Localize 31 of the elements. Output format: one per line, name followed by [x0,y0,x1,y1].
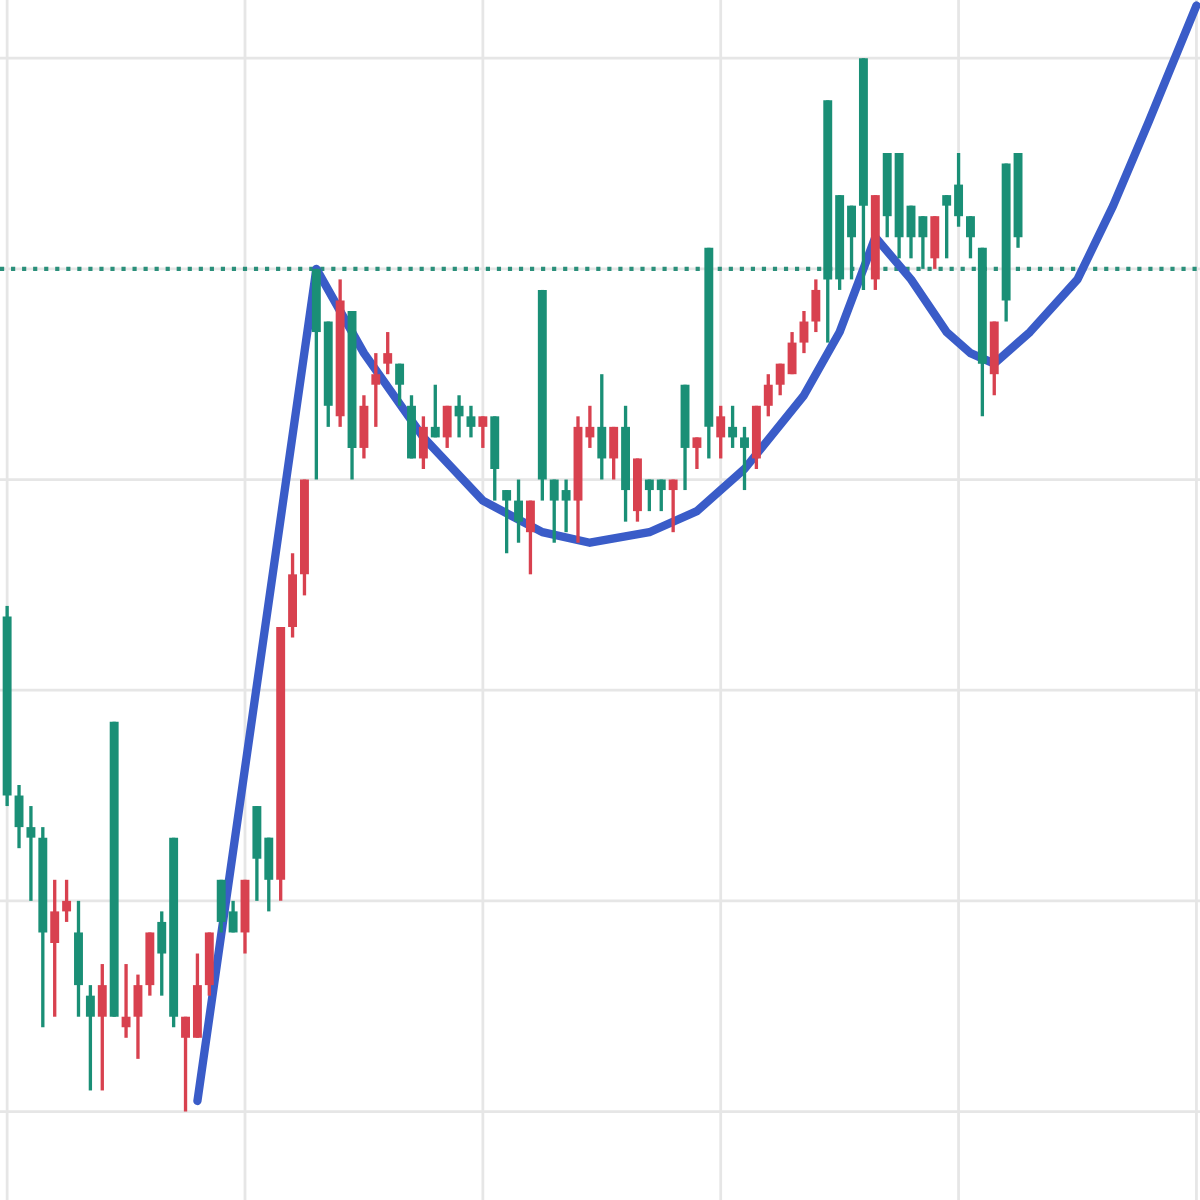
candlestick [502,488,512,555]
candlestick [514,477,523,545]
candlestick [133,972,143,1061]
candlestick [383,330,393,376]
candlestick [359,393,369,461]
candlestick [26,804,36,903]
candlestick [62,878,72,924]
candlestick [478,414,488,450]
candlestick [85,983,95,1093]
candlestick [466,404,476,440]
candlestick [97,962,107,1093]
candlestick [50,878,60,1019]
candlestick [740,425,749,492]
candlestick [609,425,619,482]
candlestick [811,277,821,334]
candlestick [930,214,940,271]
candlestick [716,404,726,461]
candlestick [454,393,464,440]
candlestick [418,414,428,471]
candlestick [371,351,381,429]
candlestick [525,498,535,576]
candlestick [668,477,678,534]
candlestick [597,372,607,482]
candlestick [442,404,452,450]
candlestick [121,962,131,1040]
candlestick [395,361,405,408]
candlestick [763,372,773,418]
candlestick [728,404,738,450]
candlestick [692,435,702,471]
candlestick [430,383,440,440]
candlestick [966,214,975,260]
